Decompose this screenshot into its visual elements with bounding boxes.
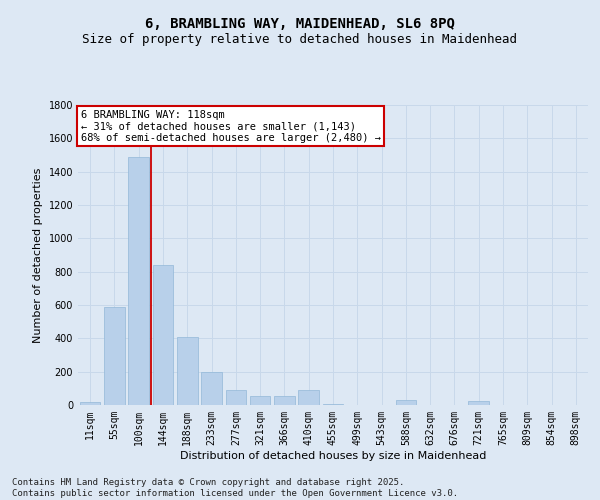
Bar (274, 396, 295, 405)
Text: Contains HM Land Registry data © Crown copyright and database right 2025.
Contai: Contains HM Land Registry data © Crown c… (12, 478, 458, 498)
Y-axis label: Number of detached properties: Number of detached properties (33, 168, 43, 342)
Bar (177, 336, 197, 405)
Bar (128, 156, 149, 405)
X-axis label: Distribution of detached houses by size in Maidenhead: Distribution of detached houses by size … (180, 450, 486, 460)
Text: 6, BRAMBLING WAY, MAIDENHEAD, SL6 8PQ: 6, BRAMBLING WAY, MAIDENHEAD, SL6 8PQ (145, 18, 455, 32)
Bar (469, 401, 489, 405)
Bar (104, 306, 125, 405)
Bar (323, 404, 343, 405)
Bar (201, 372, 222, 405)
Bar (298, 390, 319, 405)
Text: Size of property relative to detached houses in Maidenhead: Size of property relative to detached ho… (83, 32, 517, 46)
Bar (226, 390, 246, 405)
Bar (395, 400, 416, 405)
Bar (152, 265, 173, 405)
Bar (250, 396, 271, 405)
Text: 6 BRAMBLING WAY: 118sqm
← 31% of detached houses are smaller (1,143)
68% of semi: 6 BRAMBLING WAY: 118sqm ← 31% of detache… (80, 110, 380, 142)
Bar (80, 402, 100, 405)
